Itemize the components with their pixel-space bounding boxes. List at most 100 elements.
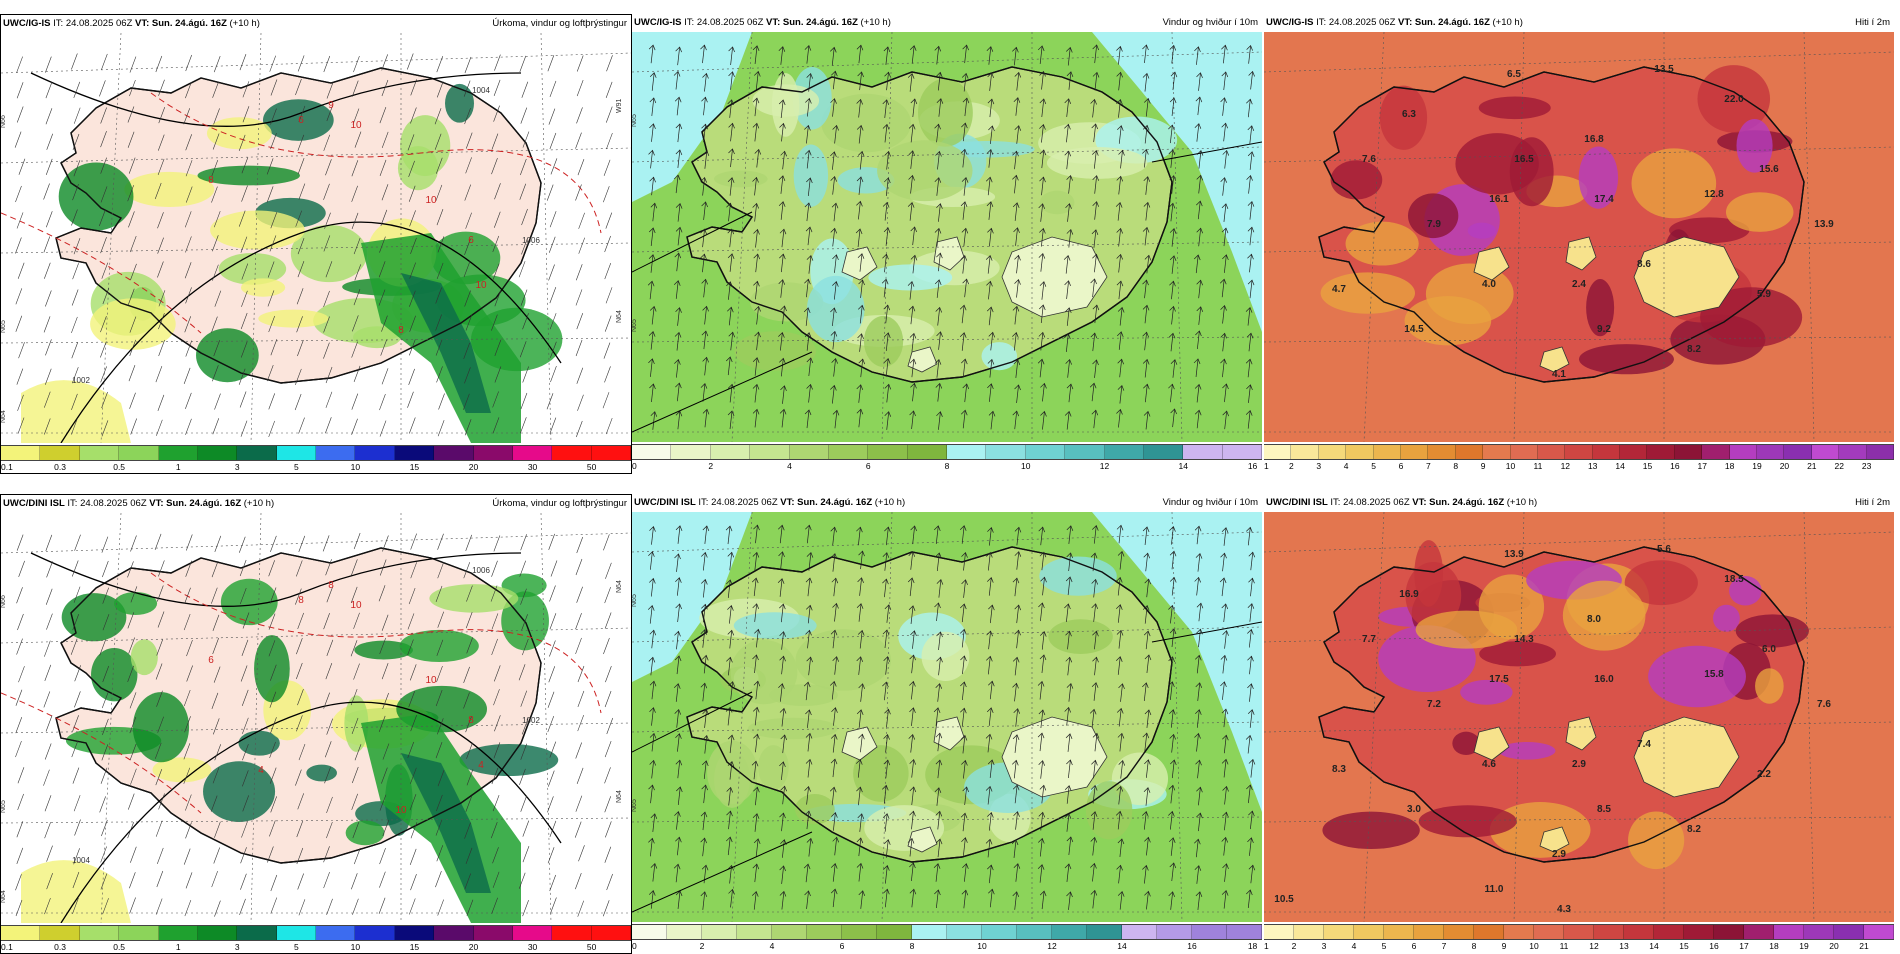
wind-arrow-head xyxy=(1013,863,1021,869)
wind-arrow-head xyxy=(675,525,683,531)
wind-barb xyxy=(520,289,528,306)
wind-arrow-head xyxy=(1065,733,1073,740)
wind-arrow xyxy=(779,578,783,597)
wind-arrow-head xyxy=(779,761,786,768)
wind-arrow-head xyxy=(647,280,655,287)
wind-arrow-head xyxy=(752,408,760,415)
wind-arrow-head xyxy=(1194,409,1202,416)
wind-arrow xyxy=(1014,175,1017,194)
wind-arrow-head xyxy=(1090,278,1097,285)
value-label: 10 xyxy=(350,120,362,131)
wind-arrow xyxy=(886,72,889,91)
wind-barb xyxy=(323,871,330,889)
coastline-outline xyxy=(55,547,542,864)
wind-arrow-head xyxy=(1221,227,1229,234)
wind-arrow-head xyxy=(1118,759,1126,766)
wind-arrow xyxy=(987,177,991,196)
wind-arrow xyxy=(860,683,864,702)
wind-arrow xyxy=(807,177,811,196)
wind-arrow xyxy=(780,551,783,570)
wind-arrow-head xyxy=(1014,278,1021,285)
heavy-rain-band xyxy=(401,273,491,413)
wind-barb xyxy=(100,107,107,124)
value-label: 8.6 xyxy=(1637,259,1651,270)
wind-barb xyxy=(266,158,274,175)
lon-line xyxy=(881,512,893,922)
wind-arrow xyxy=(938,98,942,117)
wind-arrow xyxy=(1039,864,1043,883)
wind-arrow xyxy=(1170,785,1174,804)
wind-arrow xyxy=(650,358,653,377)
wind-arrow xyxy=(1119,551,1123,570)
wind-arrow-head xyxy=(1169,255,1177,262)
wind-arrow xyxy=(1249,709,1253,728)
wind-arrow-head xyxy=(1013,97,1021,103)
wind-arrow-head xyxy=(1116,785,1124,792)
wind-arrow-head xyxy=(1038,837,1045,844)
wind-barb xyxy=(465,716,472,733)
wind-barb xyxy=(605,417,613,435)
wind-barb xyxy=(46,873,53,890)
wind-arrow-head xyxy=(857,629,865,636)
wind-arrow xyxy=(935,863,939,882)
wind-barb xyxy=(45,56,52,73)
wind-arrow xyxy=(833,281,837,300)
wind-barb xyxy=(575,289,583,306)
wind-arrow-head xyxy=(832,124,839,131)
colorbar-segment xyxy=(434,926,474,940)
wind-arrow xyxy=(886,151,889,170)
wind-barb xyxy=(465,612,473,629)
field-shade xyxy=(1755,668,1784,704)
wind-arrow-head xyxy=(1144,97,1151,104)
wind-arrow-head xyxy=(1091,409,1099,416)
wind-arrow-head xyxy=(961,579,968,585)
wind-barb xyxy=(381,767,388,784)
wind-arrow xyxy=(1118,176,1122,195)
wind-arrow xyxy=(807,759,811,778)
wind-arrow xyxy=(1065,255,1069,274)
wind-barb xyxy=(492,871,500,888)
wind-arrow-head xyxy=(648,358,655,364)
wind-arrow xyxy=(650,45,654,64)
wind-arrow xyxy=(677,603,680,623)
wind-arrow xyxy=(779,525,783,544)
wind-arrow xyxy=(704,306,707,325)
wind-arrow-head xyxy=(1169,628,1177,635)
isobar xyxy=(60,221,562,443)
wind-barb xyxy=(466,769,474,786)
wind-arrow xyxy=(832,553,836,572)
wind-arrow-head xyxy=(779,890,787,897)
wind-arrow xyxy=(1198,603,1202,622)
wind-barb xyxy=(185,560,192,577)
wind-arrow xyxy=(1014,306,1018,325)
wind-arrow xyxy=(651,177,654,196)
colorbar-tick-label: 18 xyxy=(1769,941,1779,951)
wind-barb xyxy=(70,638,78,655)
wind-arrow xyxy=(755,71,759,90)
wind-arrow xyxy=(807,578,811,597)
wind-arrow-head xyxy=(1142,44,1149,51)
wind-arrow xyxy=(1144,149,1147,168)
wind-arrow-head xyxy=(674,630,681,637)
colorbar-tick-label: 15 xyxy=(1679,941,1689,951)
wind-barb xyxy=(127,561,134,578)
colorbar-tick-label: 8 xyxy=(909,941,915,951)
wind-arrow-head xyxy=(1143,383,1150,390)
wind-barb xyxy=(266,186,274,203)
wind-arrow xyxy=(1223,203,1227,222)
wind-arrow xyxy=(832,889,836,908)
wind-barb xyxy=(491,158,498,175)
wind-arrow-head xyxy=(856,603,864,609)
wind-arrow xyxy=(1119,385,1123,404)
wind-arrow xyxy=(650,150,653,169)
wind-barb xyxy=(185,186,193,203)
wind-barb xyxy=(547,715,555,733)
wind-arrow xyxy=(702,629,706,648)
wind-barb xyxy=(127,131,135,148)
wind-arrow-head xyxy=(1248,551,1256,558)
wind-barb xyxy=(410,767,417,784)
wind-arrow xyxy=(781,631,784,650)
field-shade xyxy=(771,73,800,137)
wind-arrow xyxy=(1248,384,1251,403)
wind-arrow-head xyxy=(1221,603,1229,610)
